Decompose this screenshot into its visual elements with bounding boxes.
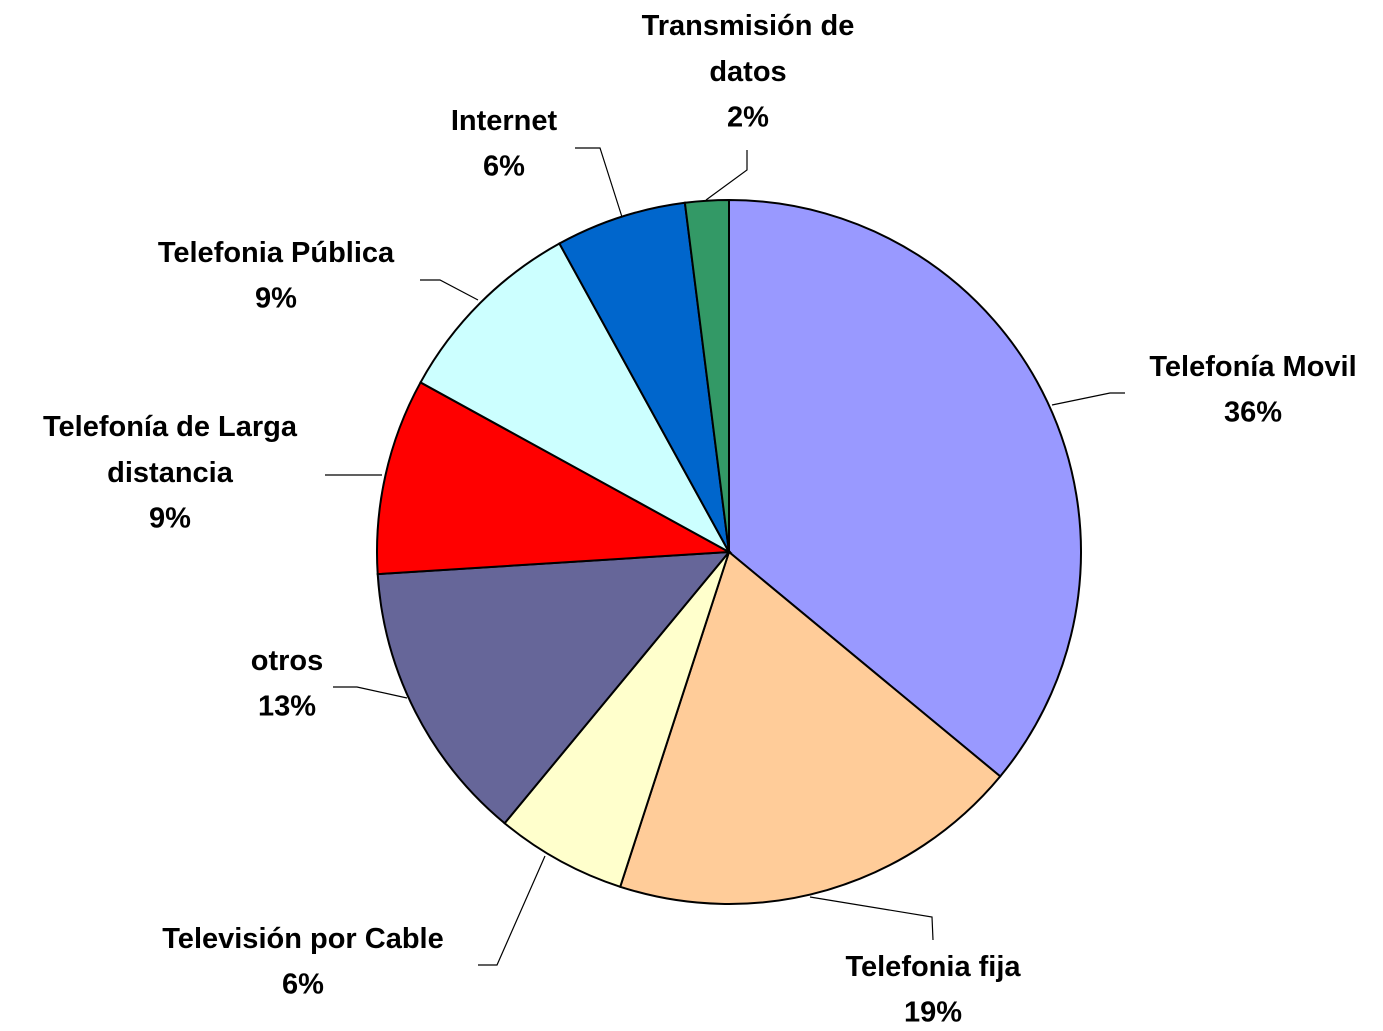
value-label: 19% <box>904 997 962 1029</box>
leader-line <box>705 150 748 201</box>
leader-line <box>809 896 934 941</box>
value-label: 6% <box>282 969 324 1001</box>
leader-line <box>420 279 479 301</box>
slice-label: Televisión por Cable <box>162 923 443 955</box>
pie-slice <box>419 242 732 555</box>
leader-line <box>575 147 623 218</box>
slice-label: Internet <box>451 105 558 137</box>
leader-line <box>478 855 546 966</box>
pie-slice <box>618 550 1002 905</box>
slice-label: Telefonía de Larga distancia <box>43 411 298 489</box>
slice-label: Telefonia fija <box>845 951 1021 983</box>
value-label: 36% <box>1224 397 1282 429</box>
leader-line <box>1051 392 1125 406</box>
pie-slice <box>376 381 733 576</box>
pie-slice <box>503 551 730 889</box>
pie-slice <box>683 198 730 553</box>
value-label: 2% <box>727 102 769 134</box>
leader-line <box>333 686 408 699</box>
value-label: 9% <box>149 503 191 535</box>
value-label: 9% <box>255 283 297 315</box>
value-label: 6% <box>483 151 525 183</box>
pie-slice <box>728 198 1082 778</box>
slice-label: Telefonía Movil <box>1149 351 1356 383</box>
value-label: 13% <box>258 691 316 723</box>
pie-slice <box>558 201 730 553</box>
slice-label: Telefonia Pública <box>158 237 395 269</box>
slice-label: otros <box>251 645 324 677</box>
slice-label: Transmisión de datos <box>642 10 855 88</box>
pie-slice <box>376 550 732 825</box>
